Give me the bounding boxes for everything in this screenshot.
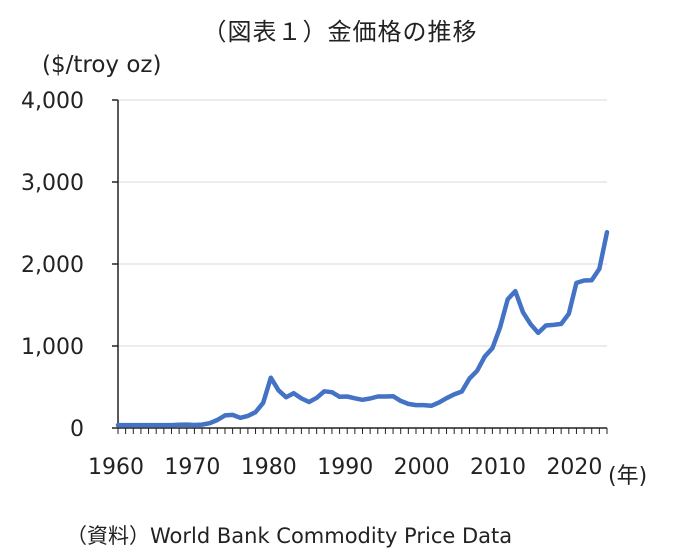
x-tick-label: 2000 [394,455,450,480]
y-tick-label: 4,000 [21,89,84,114]
y-tick-label: 3,000 [21,171,84,196]
x-tick-label: 1980 [241,455,297,480]
x-tick-label: 1990 [317,455,373,480]
x-axis-unit-label: (年) [608,464,648,489]
x-tick-label: 2010 [470,455,526,480]
series-line-gold-price [115,229,610,428]
y-axis-unit-label: ($/troy oz) [42,52,162,78]
source-note: （資料）World Bank Commodity Price Data [66,524,513,548]
chart-title: （図表１）金価格の推移 [202,18,478,46]
y-tick-label: 0 [70,417,84,442]
x-tick-label: 2020 [546,455,602,480]
y-tick-label: 2,000 [21,253,84,278]
x-tick-label: 1970 [164,455,220,480]
y-tick-label: 1,000 [21,335,84,360]
x-tick-label: 1960 [88,455,144,480]
